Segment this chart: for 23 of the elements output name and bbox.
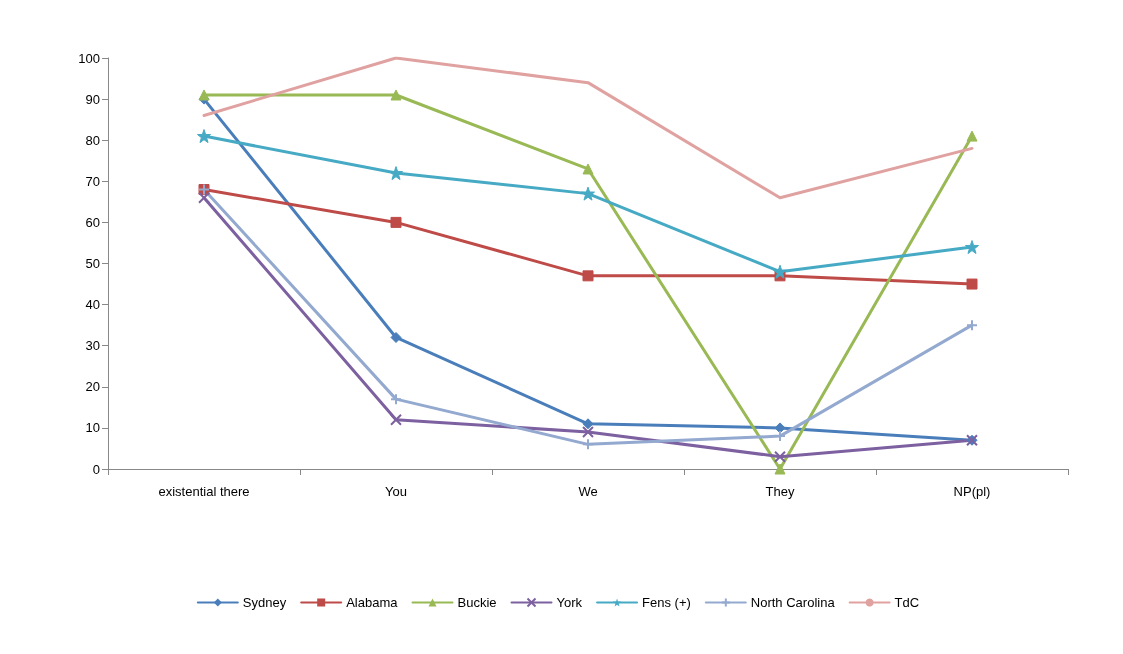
x-tick-label: existential there — [158, 484, 250, 499]
y-tick-label: 0 — [92, 461, 100, 477]
legend-label: Sydney — [242, 595, 287, 610]
y-tick-label: 70 — [85, 173, 100, 189]
legend-label: Alabama — [346, 595, 399, 610]
y-tick-label: 100 — [78, 50, 100, 66]
x-tick-label: You — [385, 484, 407, 499]
legend-label: TdC — [894, 595, 920, 610]
legend-label: York — [556, 595, 583, 610]
y-tick-label: 60 — [85, 214, 100, 230]
x-tick-label: We — [578, 484, 598, 499]
y-tick-label: 80 — [85, 132, 100, 148]
legend-label: Buckie — [457, 595, 497, 610]
legend-label: North Carolina — [750, 595, 836, 610]
y-tick-label: 30 — [85, 338, 100, 354]
x-tick-label: They — [765, 484, 795, 499]
y-tick-label: 10 — [85, 420, 100, 436]
x-tick-label: NP(pl) — [953, 484, 991, 499]
y-tick-label: 40 — [85, 297, 100, 313]
legend-label: Fens (+) — [642, 595, 691, 610]
y-tick-label: 50 — [85, 256, 100, 271]
y-tick-label: 90 — [85, 91, 100, 107]
y-tick-label: 20 — [85, 379, 100, 395]
